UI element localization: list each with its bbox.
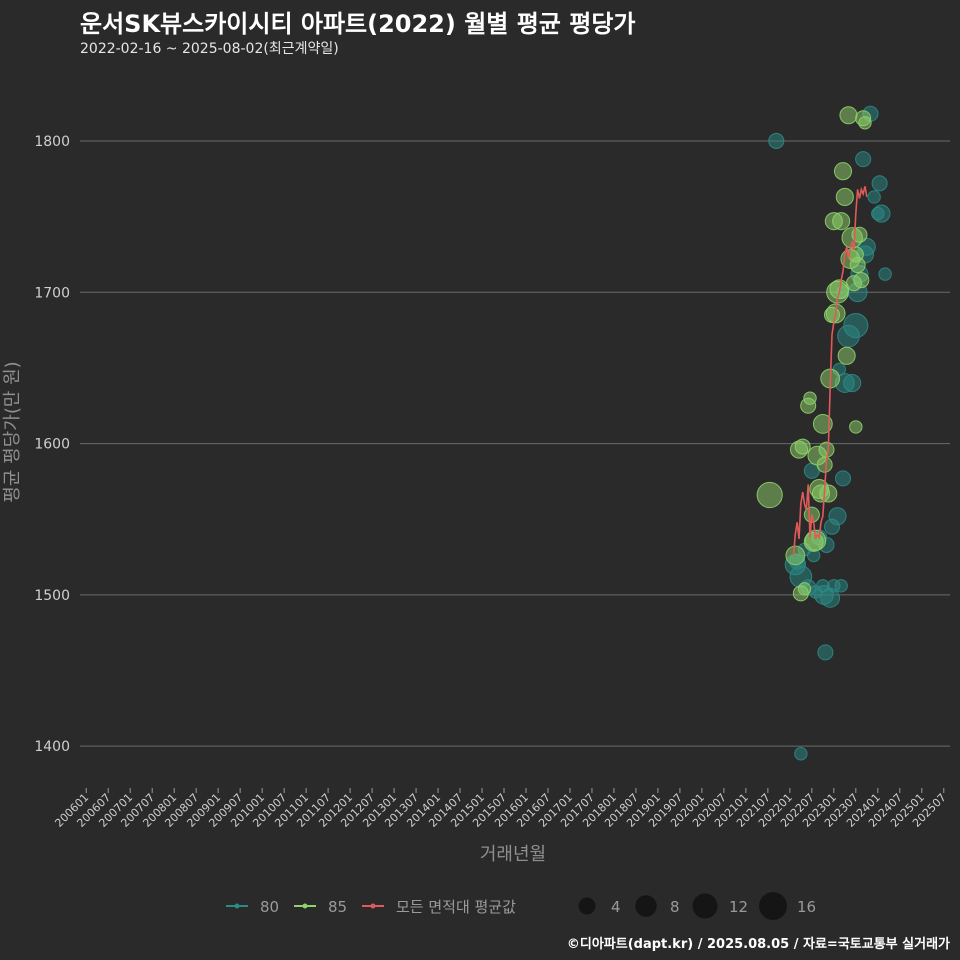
data-point-80 [834, 470, 852, 487]
data-point-85 [797, 582, 812, 596]
page-subtitle: 2022-02-16 ~ 2025-08-02(최근계약일) [80, 41, 339, 57]
data-point-85 [756, 481, 783, 509]
data-point-80 [867, 190, 881, 204]
page-title: 운서SK뷰스카이시티 아파트(2022) 월별 평균 평당가 [80, 10, 636, 38]
y-tick-label: 1500 [34, 588, 70, 604]
data-point-80 [768, 132, 785, 149]
legend: 80 85 모든 면적대 평균값 4 8 12 16 [226, 892, 816, 920]
data-point-85 [832, 212, 851, 231]
y-axis-title: 평균 평당가(만 원) [2, 361, 23, 502]
legend-label: 85 [328, 898, 347, 916]
data-point-85 [839, 106, 858, 125]
data-point-85 [858, 116, 872, 130]
y-tick-label: 1600 [34, 437, 70, 453]
x-axis: 2006012006072007012007072008012008072009… [52, 788, 949, 830]
data-point-85 [812, 413, 833, 434]
legend-label: 80 [260, 898, 279, 916]
average-line [792, 186, 868, 556]
legend-size-label: 16 [797, 898, 816, 916]
average-line-path [792, 186, 868, 556]
y-axis: 1400 1500 1600 1700 1800 [34, 134, 70, 755]
data-point-80 [794, 747, 808, 761]
data-point-80 [855, 151, 872, 168]
legend-size-label: 8 [670, 898, 680, 916]
data-point-80 [871, 175, 888, 192]
data-point-80 [843, 312, 869, 339]
data-point-85 [837, 346, 856, 365]
data-point-80 [872, 204, 891, 223]
data-point-80 [817, 644, 834, 661]
legend-size-circle [635, 895, 657, 917]
y-tick-label: 1400 [34, 739, 70, 755]
data-point-85 [833, 162, 853, 181]
legend-label: 모든 면적대 평균값 [396, 898, 516, 916]
data-point-80 [828, 507, 847, 526]
x-axis-title: 거래년월 [480, 844, 546, 865]
legend-key-dot [370, 903, 376, 909]
data-point-80 [834, 579, 848, 593]
y-tick-label: 1800 [34, 134, 70, 150]
data-point-85 [853, 272, 870, 289]
y-tick-label: 1700 [34, 285, 70, 301]
data-point-85 [819, 484, 838, 503]
data-point-85 [785, 545, 806, 566]
data-point-85 [818, 441, 835, 458]
legend-size-label: 4 [611, 898, 621, 916]
source-caption: ©디아파트(dapt.kr) / 2025.08.05 / 자료=국토교통부 실… [566, 937, 950, 952]
legend-key-dot [234, 903, 240, 909]
legend-size-circle [759, 892, 787, 920]
legend-key-dot [302, 903, 308, 909]
data-point-85 [816, 456, 833, 473]
legend-size-circle [578, 897, 596, 915]
data-point-85 [849, 257, 866, 274]
data-point-85 [803, 391, 817, 405]
data-point-85 [835, 187, 854, 206]
data-points [756, 105, 892, 761]
data-point-85 [794, 438, 811, 455]
legend-size-circle [692, 893, 718, 919]
data-point-80 [843, 374, 862, 393]
data-point-85 [849, 420, 863, 434]
legend-size-label: 12 [729, 898, 748, 916]
data-point-80 [878, 267, 892, 281]
